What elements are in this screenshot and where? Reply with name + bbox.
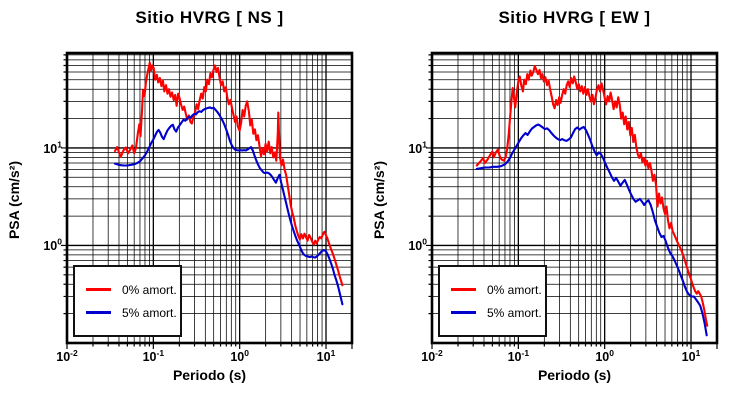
- y-tick-label: 100: [43, 237, 62, 254]
- red-line-sample-icon: [86, 288, 111, 291]
- axis-ticks: [61, 54, 353, 349]
- x-axis-label: Periodo (s): [537, 367, 612, 383]
- legend: 0% amort. 5% amort.: [438, 265, 547, 337]
- minor-gridlines: [67, 53, 352, 343]
- legend-label: 0% amort.: [487, 282, 542, 297]
- plot-canvas-ew: [426, 51, 719, 349]
- x-tick-label: 10-2: [56, 348, 78, 365]
- legend-item: 0% amort.: [451, 283, 545, 297]
- legend-item: 5% amort.: [451, 306, 545, 320]
- blue-line-sample-icon: [86, 311, 111, 314]
- curve-0-amort: [113, 61, 344, 287]
- blue-line-sample-icon: [451, 311, 476, 314]
- x-tick-label: 100: [595, 348, 614, 365]
- y-tick-label: 101: [43, 139, 62, 156]
- x-tick-label: 100: [230, 348, 249, 365]
- y-axis-label: PSA (cm/s²): [6, 160, 22, 240]
- red-line-sample-icon: [451, 288, 476, 291]
- y-tick-label: 100: [408, 237, 427, 254]
- x-tick-label: 101: [316, 348, 336, 365]
- plot-frame: [65, 51, 354, 345]
- legend-label: 5% amort.: [487, 305, 542, 320]
- major-gridlines: [67, 53, 352, 343]
- plot-ew: Sitio HVRG [ EW ] PSA (cm/s²) Periodo (s…: [365, 0, 730, 400]
- plot-canvas-ns: [61, 51, 354, 349]
- x-axis-label: Periodo (s): [172, 367, 247, 383]
- curve-5-amort: [113, 106, 344, 306]
- x-tick-label: 10-1: [142, 348, 165, 365]
- major-gridlines: [432, 53, 717, 343]
- x-tick-label: 10-2: [421, 348, 443, 365]
- legend-label: 0% amort.: [122, 282, 177, 297]
- curve-0-amort: [475, 65, 709, 327]
- x-tick-label: 10-1: [507, 348, 530, 365]
- plot-ns: Sitio HVRG [ NS ] PSA (cm/s²) Periodo (s…: [6, 8, 354, 383]
- plot-frame: [430, 51, 719, 345]
- plot-title: Sitio HVRG [ NS ]: [135, 8, 284, 27]
- legend-item: 5% amort.: [86, 306, 180, 320]
- y-tick-label: 101: [408, 139, 427, 156]
- y-axis-label: PSA (cm/s²): [371, 160, 387, 240]
- legend-label: 5% amort.: [122, 305, 177, 320]
- x-tick-label: 101: [681, 348, 701, 365]
- axis-ticks: [426, 54, 718, 349]
- legend: 0% amort. 5% amort.: [73, 265, 182, 337]
- legend-item: 0% amort.: [86, 283, 180, 297]
- curve-5-amort: [475, 123, 708, 337]
- plot-title: Sitio HVRG [ EW ]: [498, 8, 651, 27]
- minor-gridlines: [432, 53, 717, 343]
